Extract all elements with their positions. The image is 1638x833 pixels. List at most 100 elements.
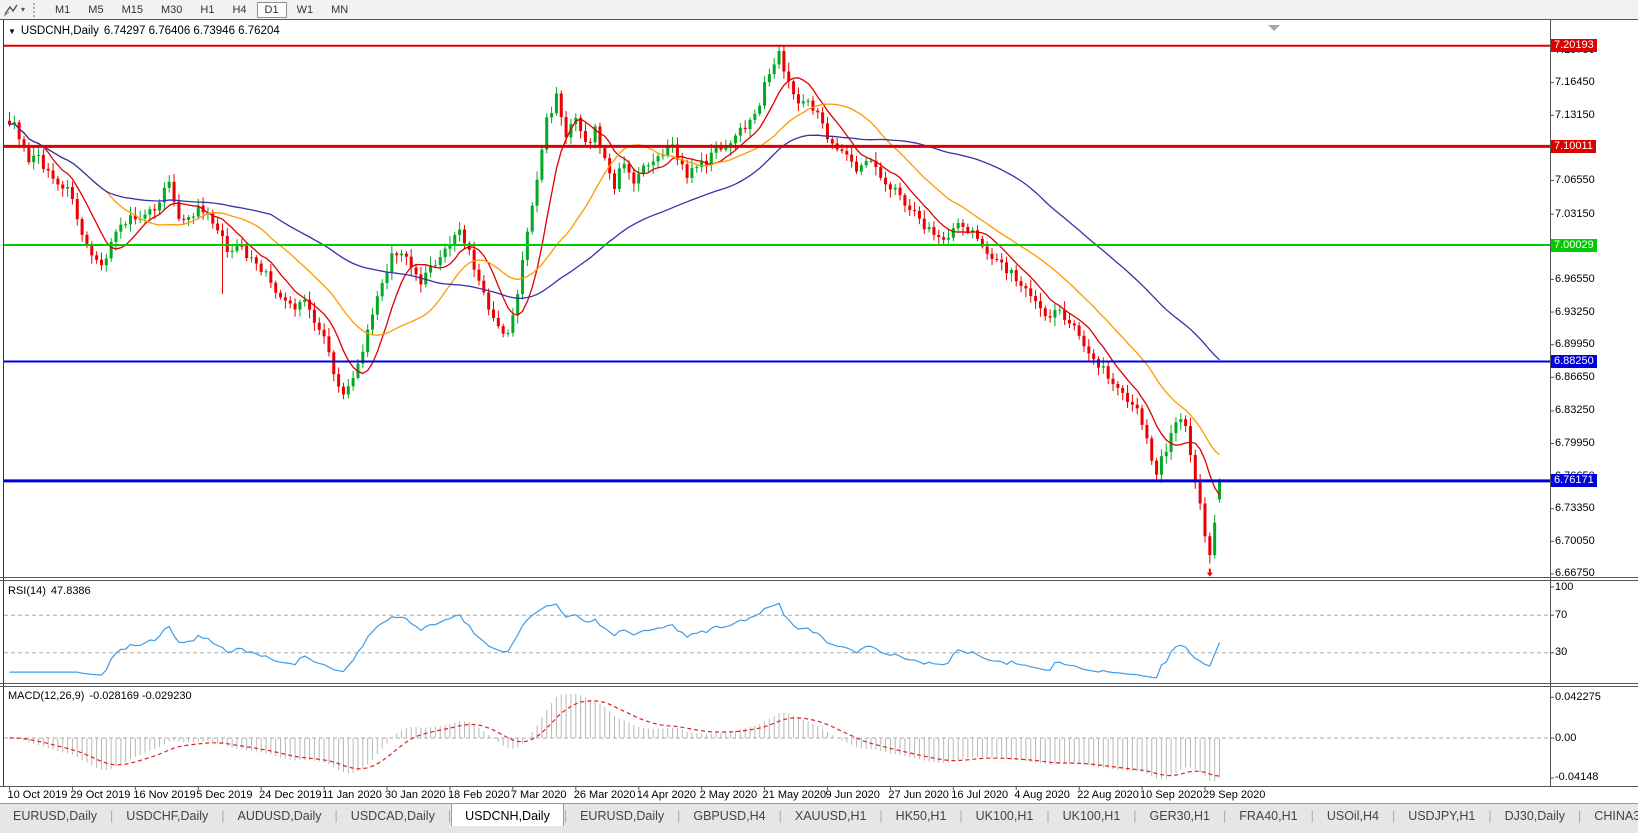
candle-body bbox=[312, 309, 316, 323]
candle-body bbox=[695, 167, 699, 169]
chart-tab-fra40-h1[interactable]: FRA40,H1 bbox=[1239, 808, 1298, 823]
candle-body bbox=[1164, 451, 1168, 457]
tab-separator: | bbox=[1578, 808, 1582, 823]
candle-body bbox=[482, 280, 486, 293]
candle-body bbox=[990, 253, 994, 259]
chart-tab-audusd-daily[interactable]: AUDUSD,Daily bbox=[237, 808, 322, 823]
candle-body bbox=[821, 112, 825, 124]
candle-body bbox=[269, 271, 273, 283]
tab-separator: | bbox=[563, 808, 568, 823]
candle-body bbox=[322, 329, 326, 337]
date-tick-label: 18 Feb 2020 bbox=[447, 789, 510, 801]
chart-tab-eurusd-daily[interactable]: EURUSD,Daily bbox=[13, 808, 98, 823]
candle-body bbox=[395, 253, 399, 256]
candle-body bbox=[617, 168, 621, 189]
candle-body bbox=[1121, 387, 1125, 393]
timeframe-button-m30[interactable]: M30 bbox=[160, 3, 183, 16]
candle-body bbox=[816, 110, 820, 113]
collapse-icon[interactable]: ▼ bbox=[8, 26, 16, 36]
timeframe-button-m5[interactable]: M5 bbox=[88, 3, 104, 16]
candle-body bbox=[1067, 319, 1071, 324]
timeframe-buttons: M1 M5 M15 M30 H1 H4 D1 W1 MN bbox=[46, 1, 357, 18]
candle-body bbox=[472, 249, 476, 270]
timeframe-button-m1[interactable]: M1 bbox=[55, 3, 71, 16]
timeframe-button-h1[interactable]: H1 bbox=[200, 3, 215, 16]
chevron-down-icon[interactable]: ▾ bbox=[21, 5, 26, 14]
chart-title: ▼ USDCNH,Daily 6.74297 6.76406 6.73946 6… bbox=[8, 25, 280, 37]
candle-body bbox=[1174, 422, 1178, 434]
candle-body bbox=[453, 234, 457, 245]
candle-body bbox=[133, 215, 137, 220]
macd-pane[interactable] bbox=[4, 693, 1550, 782]
chart-tab-usdchf-daily[interactable]: USDCHF,Daily bbox=[126, 808, 209, 823]
candle-body bbox=[1135, 404, 1139, 409]
tab-separator: | bbox=[879, 808, 883, 823]
timeframe-button-w1[interactable]: W1 bbox=[296, 3, 314, 16]
rsi-pane[interactable] bbox=[4, 602, 1550, 679]
timeframe-button-h4[interactable]: H4 bbox=[232, 3, 247, 16]
chart-tab-ger30-h1[interactable]: GER30,H1 bbox=[1149, 808, 1210, 823]
candle-body bbox=[656, 156, 660, 162]
candle-body bbox=[845, 151, 849, 155]
chart-tab-xauusd-h1[interactable]: XAUUSD,H1 bbox=[794, 808, 867, 823]
candle-body bbox=[1053, 310, 1057, 318]
chart-tab-usdcnh-daily[interactable]: USDCNH,Daily bbox=[451, 804, 564, 827]
chart-tab-china300-h1[interactable]: CHINA300,H1 bbox=[1594, 808, 1638, 823]
pane-frames bbox=[0, 19, 1638, 790]
date-tick-label: 11 Jan 2020 bbox=[322, 789, 382, 801]
chart-shift-marker-icon[interactable] bbox=[1268, 25, 1280, 31]
candle-body bbox=[1009, 270, 1013, 274]
candle-body bbox=[613, 173, 616, 189]
chart-tab-usdjpy-h1[interactable]: USDJPY,H1 bbox=[1408, 808, 1476, 823]
candle-body bbox=[385, 272, 389, 284]
price-tick-label: 6.70050 bbox=[1555, 534, 1595, 547]
candle-body bbox=[927, 227, 931, 230]
timeframe-button-m15[interactable]: M15 bbox=[121, 3, 143, 16]
chart-tab-uk100-h1[interactable]: UK100,H1 bbox=[975, 808, 1034, 823]
candle-body bbox=[235, 245, 239, 251]
candle-body bbox=[308, 299, 312, 310]
main-price-pane[interactable] bbox=[4, 44, 1550, 577]
rsi-line bbox=[9, 602, 1221, 679]
chart-window[interactable] bbox=[0, 19, 1638, 803]
macd-values: -0.028169 -0.029230 bbox=[89, 690, 192, 702]
chart-tab-gbpusd-h4[interactable]: GBPUSD,H4 bbox=[693, 808, 766, 823]
candle-body bbox=[288, 300, 292, 304]
candle-body bbox=[220, 230, 224, 237]
candle-body bbox=[341, 386, 345, 395]
candle-body bbox=[748, 119, 752, 130]
candle-body bbox=[225, 236, 229, 252]
macd-signal-line bbox=[9, 700, 1220, 777]
timeframe-button-d1[interactable]: D1 bbox=[256, 1, 287, 18]
candle-body bbox=[1184, 419, 1188, 426]
chart-tab-dj30-daily[interactable]: DJ30,Daily bbox=[1504, 808, 1566, 823]
candle-body bbox=[283, 297, 287, 301]
chart-tab-hk50-h1[interactable]: HK50,H1 bbox=[895, 808, 947, 823]
price-level-badge: 6.76171 bbox=[1551, 474, 1597, 488]
candle-body bbox=[22, 139, 26, 146]
candle-body bbox=[646, 165, 650, 167]
chart-tab-eurusd-daily[interactable]: EURUSD,Daily bbox=[580, 808, 665, 823]
candle-body bbox=[448, 244, 452, 249]
candle-body bbox=[719, 146, 723, 150]
candle-body bbox=[216, 223, 220, 231]
candle-body bbox=[390, 253, 394, 273]
candle-body bbox=[1213, 522, 1217, 556]
candle-body bbox=[937, 234, 941, 238]
chart-tab-uk100-h1[interactable]: UK100,H1 bbox=[1062, 808, 1121, 823]
tab-separator: | bbox=[778, 808, 782, 823]
candle-body bbox=[666, 146, 670, 156]
candle-body bbox=[767, 74, 771, 83]
chart-tab-usdcad-daily[interactable]: USDCAD,Daily bbox=[350, 808, 435, 823]
candle-body bbox=[303, 299, 307, 303]
timeframe-button-mn[interactable]: MN bbox=[331, 3, 349, 16]
candle-body bbox=[1092, 353, 1096, 360]
candle-body bbox=[196, 205, 200, 217]
candle-body bbox=[830, 139, 834, 144]
candle-body bbox=[506, 332, 510, 334]
chart-tab-usoil-h4[interactable]: USOil,H4 bbox=[1326, 808, 1379, 823]
cursor-tool-button[interactable]: ▾ bbox=[0, 0, 29, 19]
candle-body bbox=[1014, 270, 1018, 282]
candle-body bbox=[66, 187, 70, 189]
